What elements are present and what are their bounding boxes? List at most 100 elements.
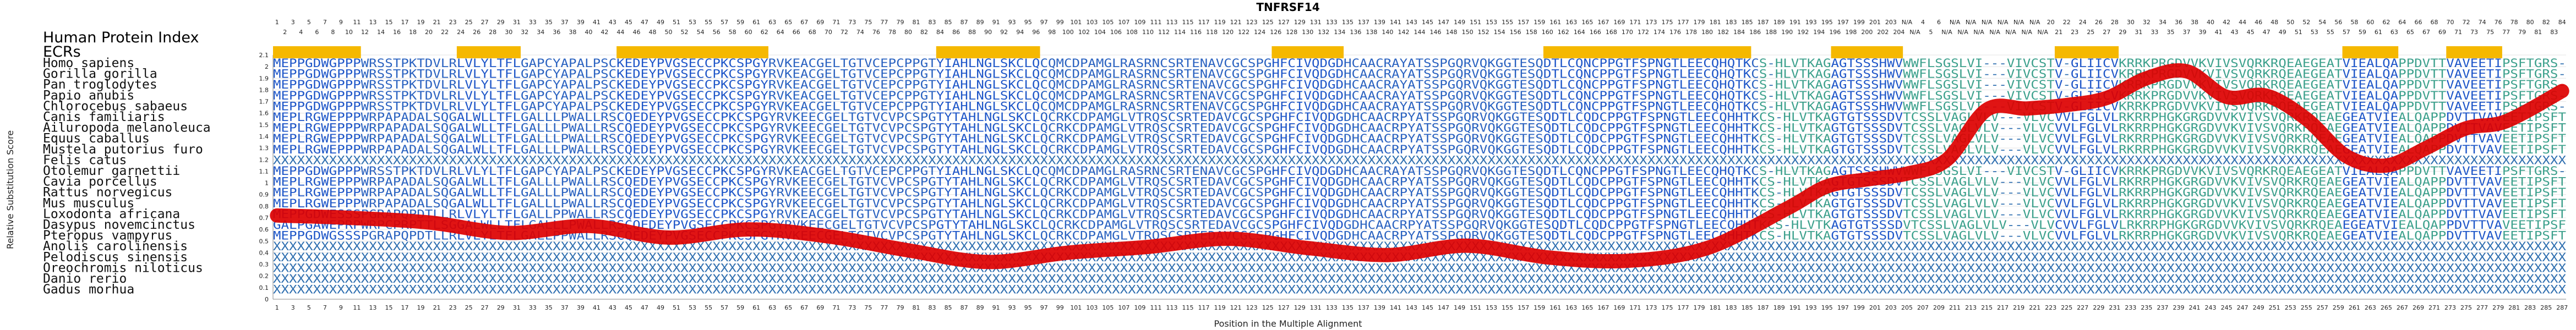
human-index-label: 27: [2103, 29, 2110, 36]
sequence-segment: -: [2062, 164, 2071, 178]
ecr-bar: [616, 46, 768, 58]
sequence-segment: -: [2062, 78, 2071, 91]
human-index-label: 179: [1694, 19, 1705, 26]
human-index-label: 138: [1366, 29, 1377, 36]
sequence-segment: LVLYLTFL: [457, 68, 521, 81]
y-tick-label: 1: [265, 180, 269, 187]
human-index-label: 64: [2398, 19, 2406, 26]
x-tick-label: 159: [1533, 304, 1545, 311]
sequence-segment: ALQAPP: [2398, 122, 2446, 135]
x-tick-label: 233: [2125, 304, 2136, 311]
human-index-label: 73: [2470, 29, 2478, 36]
sequence-segment: MEPPGDWGPPP: [273, 164, 361, 178]
sequence-segment: VVLFGLVL: [2055, 197, 2119, 210]
sequence-segment: EETIPSFT: [2502, 207, 2567, 221]
chart-title: TNFRSF14: [1256, 1, 1319, 14]
sequence-segment: -: [1775, 122, 1783, 135]
human-index-label: 41: [593, 19, 601, 26]
human-index-label: 62: [761, 29, 768, 36]
x-tick-label: 179: [1694, 304, 1705, 311]
sequence-segment: WWFLSGSLVI: [1903, 100, 1983, 113]
human-index-label: 21: [433, 19, 441, 26]
sequence-segment: GALLPPWALLRS: [521, 207, 616, 221]
sequence-segment: DVTTVAV: [2446, 229, 2502, 243]
sequence-segment: GTYTAHLNGLSKC: [936, 218, 1040, 232]
human-index-label: 83: [2550, 29, 2558, 36]
sequence-segment: LRKRRPHGKGRGDVVKVIVSVQRKRQEA: [2119, 218, 2343, 232]
human-index-label: 55: [705, 19, 712, 26]
human-index-label: 32: [2143, 19, 2151, 26]
human-index-label: 153: [1486, 19, 1497, 26]
x-tick-label: 113: [1166, 304, 1178, 311]
x-tick-label: 81: [913, 304, 920, 311]
x-tick-label: 241: [2189, 304, 2201, 311]
x-tick-label: 41: [593, 304, 601, 311]
sequence-segment: YIAHLNGLSKCLQ: [936, 78, 1040, 91]
human-index-label: 56: [713, 29, 721, 36]
human-index-label: 155: [1502, 19, 1513, 26]
x-tick-label: 3: [291, 304, 295, 311]
sequence-segment: YRVKEECGELTGTVCVPCSPG: [768, 143, 936, 156]
x-tick-label: 99: [1056, 304, 1064, 311]
human-index-label: 67: [2422, 29, 2430, 36]
sequence-segment: VVLFGLVL: [2055, 143, 2119, 156]
human-index-label: N/A: [1909, 29, 1920, 36]
human-index-label: 92: [1000, 29, 1008, 36]
human-index-label: 65: [784, 19, 792, 26]
human-index-label: N/A: [2005, 29, 2016, 36]
x-tick-label: 145: [1422, 304, 1433, 311]
sequence-segment: TYTAHLNGLSKCL: [936, 229, 1040, 243]
human-index-label: 46: [2255, 19, 2262, 26]
human-index-label: 117: [1198, 19, 1210, 26]
human-index-label: 35: [2166, 29, 2174, 36]
human-index-label: 140: [1382, 29, 1393, 36]
human-index-label: 5: [307, 19, 311, 26]
x-tick-label: 117: [1198, 304, 1210, 311]
human-index-label: N/A: [1957, 29, 1968, 36]
human-index-label: 46: [632, 29, 640, 36]
human-index-label: 79: [896, 19, 904, 26]
species-label: Dasypus novemcinctus: [43, 218, 195, 232]
sequence-segment: WWFLSGSLVI: [1903, 68, 1983, 81]
sequence-segment: KEDEYPVGSECCPKCSPGY: [616, 100, 768, 113]
human-index-label: 33: [529, 19, 537, 26]
x-tick-label: 223: [2045, 304, 2056, 311]
y-tick-label: 0.1: [259, 284, 269, 292]
x-tick-label: 111: [1150, 304, 1161, 311]
x-tick-label: 201: [1869, 304, 1881, 311]
sequence-segment: LQCRKCDPAMGLVTRQSCSRTEDAVCGCS: [1040, 218, 1271, 232]
sequence-segment: VVLFGLVL: [2055, 132, 2119, 145]
sequence-segment: CQEDEYPVGSECCPKCSPG: [616, 111, 768, 124]
species-label: Mustela putorius furo: [43, 142, 203, 157]
x-tick-label: 143: [1406, 304, 1417, 311]
x-tick-label: 97: [1040, 304, 1048, 311]
sequence-segment: KEDEYPVGSECCPKCSPGY: [616, 78, 768, 91]
sequence-segment: CVVLFGLV: [2055, 218, 2119, 232]
x-tick-label: 105: [1102, 304, 1114, 311]
x-tick-label: 115: [1182, 304, 1194, 311]
human-index-label: 28: [2111, 19, 2119, 26]
human-index-label: 76: [2495, 19, 2502, 26]
x-tick-label: 123: [1246, 304, 1258, 311]
human-index-label: 50: [2286, 19, 2294, 26]
human-index-label: 56: [2334, 19, 2342, 26]
human-index-label: 60: [2366, 19, 2374, 26]
ecr-bar: [2342, 46, 2399, 58]
sequence-segment: GTGTSSSDV: [1831, 229, 1903, 243]
x-tick-label: 203: [1885, 304, 1897, 311]
human-index-label: 51: [2295, 29, 2302, 36]
human-index-label: 7: [323, 19, 327, 26]
sequence-segment: YRVKEECGELTGTVCVPCSPG: [768, 186, 936, 199]
human-index-label: 58: [729, 29, 736, 36]
x-tick-label: 119: [1214, 304, 1226, 311]
sequence-segment: -: [1767, 78, 1775, 91]
sequence-segment: GDHCAACRPYATSSPGQRVQKGGTE: [1344, 218, 1543, 232]
sequence-segment: GEATVIE: [2343, 132, 2399, 145]
human-index-label: 159: [1533, 19, 1545, 26]
sequence-row: XXXXXXXXXXXXXXXXXXXXXXXXXXXXXXXXXXXXXXXX…: [273, 283, 2566, 296]
sequence-segment: V: [2055, 57, 2063, 70]
x-tick-label: 71: [832, 304, 840, 311]
human-index-label: 173: [1645, 19, 1657, 26]
x-tick-label: 151: [1470, 304, 1481, 311]
